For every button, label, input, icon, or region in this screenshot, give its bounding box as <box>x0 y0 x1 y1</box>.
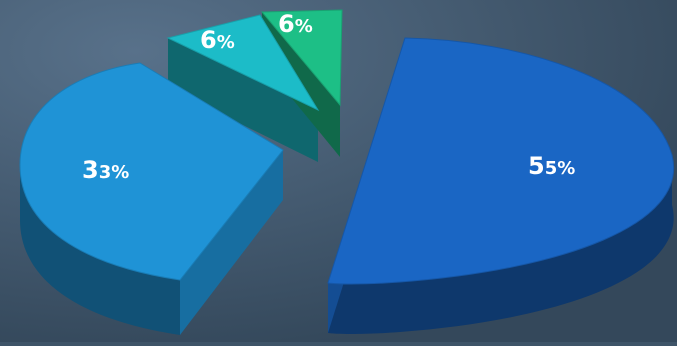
pie-slice-1 <box>327 37 675 285</box>
pie-slice-3 <box>166 14 320 112</box>
pie-slice-side-face <box>20 165 180 335</box>
pie-label-major: 3 <box>82 156 99 184</box>
pie-label-major: 6 <box>200 26 217 54</box>
pie-label-minor: % <box>295 16 313 37</box>
pie-slice-2 <box>19 62 284 281</box>
pie-slice-2-side <box>20 150 283 335</box>
pie-slice-label-2: 33% <box>82 156 129 184</box>
pie-slice-side-face <box>168 38 318 162</box>
pie-label-minor: 5% <box>545 158 576 179</box>
pie-slice-side-face <box>328 155 674 334</box>
pie-slice-label-4: 6% <box>278 10 313 38</box>
pie-slice-edge-face <box>180 150 283 335</box>
pie-label-minor: % <box>217 32 235 53</box>
pie-slice-4 <box>260 9 343 107</box>
pie-label-major: 6 <box>278 10 295 38</box>
pie-slice-label-1: 55% <box>528 152 575 180</box>
pie-label-minor: 3% <box>99 162 130 183</box>
pie-slice-label-3: 6% <box>200 26 235 54</box>
pie-label-major: 5 <box>528 152 545 180</box>
pie-slice-3-side <box>168 38 318 162</box>
